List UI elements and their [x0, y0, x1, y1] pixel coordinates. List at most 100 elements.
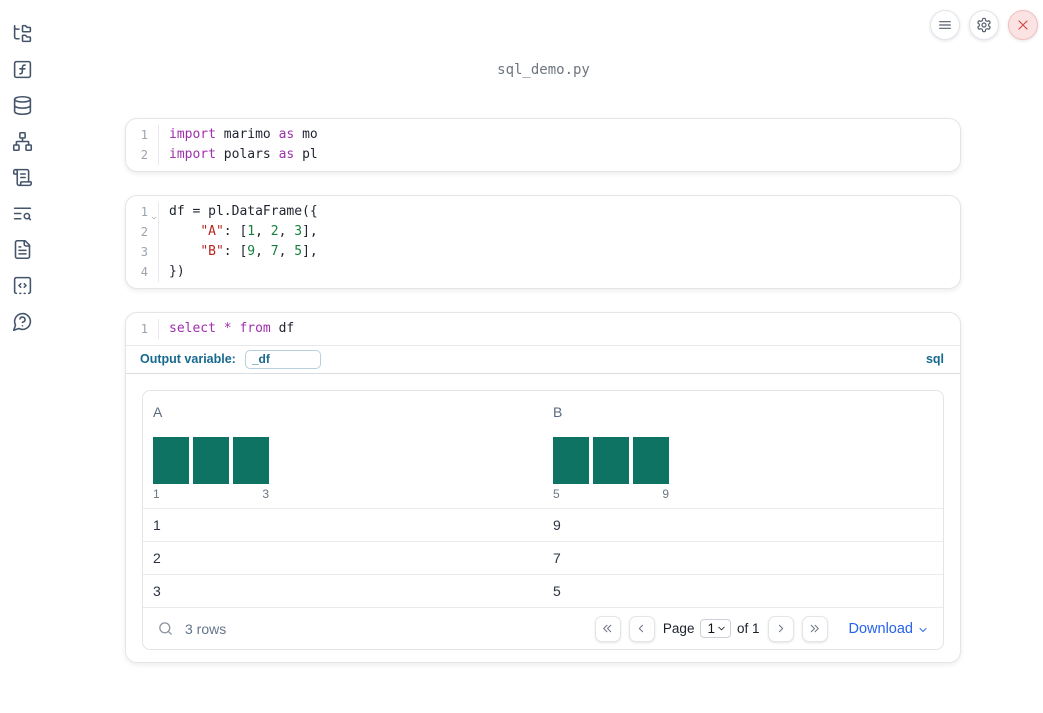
histogram-bar	[193, 437, 229, 484]
code-text: df = pl.DataFrame({	[159, 202, 318, 222]
help-chat-icon	[12, 311, 33, 332]
code-token: ,	[278, 244, 295, 259]
notebook-cell-1: 1 import marimo as mo 2 import polars as pl	[125, 118, 961, 172]
page-select-value: 1	[707, 621, 715, 636]
file-tree-icon	[12, 23, 33, 44]
notebook-cell-2: 1 df = pl.DataFrame({2 "A": [1, 2, 3], 3 "…	[125, 195, 961, 289]
pagination: Page 1 of 1	[594, 615, 828, 642]
chevron-down-icon	[917, 622, 929, 636]
function-square-icon	[12, 59, 33, 80]
next-page-button[interactable]	[767, 615, 794, 642]
code-token: 3	[294, 224, 303, 239]
sql-meta-row: Output variable: sql	[126, 345, 960, 373]
code-token: 5	[294, 244, 303, 259]
last-page-button[interactable]	[801, 615, 828, 642]
line-number-text: 2	[140, 225, 148, 239]
code-token: marimo	[215, 127, 279, 142]
sidebar-item-search-logs[interactable]	[11, 202, 33, 224]
code-line: 1 import marimo as mo	[126, 125, 960, 145]
sidebar-item-snippets[interactable]	[11, 274, 33, 296]
code-token: 9	[247, 244, 256, 259]
search-button[interactable]	[157, 620, 174, 637]
code-token: import	[169, 127, 216, 142]
fold-chevron-down-icon[interactable]	[150, 208, 158, 228]
document-icon	[12, 239, 33, 260]
line-number: 1	[126, 319, 159, 339]
output-variable-input[interactable]	[244, 349, 321, 369]
code-token: df = pl.DataFrame({	[169, 204, 318, 219]
table-cell: 3	[153, 583, 161, 599]
line-number: 2	[126, 222, 159, 242]
code-line: 2 import polars as pl	[126, 145, 960, 165]
histogram-bar	[553, 437, 589, 484]
code-token: ,	[255, 244, 271, 259]
table-cell: 7	[553, 550, 561, 566]
download-label: Download	[848, 620, 914, 637]
code-snippet-icon	[12, 275, 33, 296]
code-token: "A"	[200, 224, 224, 239]
histogram-max-label: 3	[262, 487, 269, 501]
sidebar-item-datasources[interactable]	[11, 94, 33, 116]
page-select[interactable]: 1	[700, 619, 731, 638]
sidebar-item-documentation[interactable]	[11, 238, 33, 260]
column-name: B	[553, 404, 563, 420]
table-footer: 3 rows Page 1 of 1 Download	[143, 607, 943, 649]
code-token: as	[278, 127, 295, 142]
code-token: select	[169, 321, 216, 336]
code-token: mo	[294, 127, 318, 142]
first-page-button[interactable]	[594, 615, 621, 642]
code-token: from	[239, 321, 271, 336]
code-token: 7	[270, 244, 279, 259]
close-button[interactable]	[1008, 10, 1038, 40]
code-token: *	[223, 321, 232, 336]
code-editor[interactable]: 1 select * from df	[126, 313, 960, 345]
settings-button[interactable]	[969, 10, 999, 40]
code-line: 4})	[126, 262, 960, 282]
code-token: as	[278, 147, 295, 162]
download-button[interactable]: Download	[849, 621, 930, 637]
line-number-text: 1	[140, 205, 148, 219]
sidebar-item-dependencies[interactable]	[11, 130, 33, 152]
line-number-text: 2	[140, 148, 148, 162]
table-cell: 2	[153, 550, 161, 566]
row-count: 3 rows	[185, 620, 227, 637]
output-variable-label: Output variable:	[140, 352, 236, 366]
line-number: 1	[126, 202, 159, 222]
database-icon	[12, 95, 33, 116]
code-token: pl	[294, 147, 318, 162]
chevron-down-icon	[716, 623, 727, 634]
line-number: 2	[126, 145, 159, 165]
code-editor[interactable]: 1 import marimo as mo 2 import polars as pl	[126, 119, 960, 171]
histogram-min-label: 1	[153, 487, 160, 501]
code-token	[169, 244, 200, 259]
histogram-bars	[153, 437, 269, 484]
code-editor[interactable]: 1 df = pl.DataFrame({2 "A": [1, 2, 3], 3 "…	[126, 196, 960, 288]
code-token	[216, 321, 224, 336]
histogram-bar	[153, 437, 189, 484]
line-number: 1	[126, 125, 159, 145]
sidebar-item-help[interactable]	[11, 310, 33, 332]
menu-button[interactable]	[930, 10, 960, 40]
histogram-bar	[633, 437, 669, 484]
sidebar-item-logs[interactable]	[11, 166, 33, 188]
code-token: "B"	[200, 244, 224, 259]
topbar	[930, 10, 1038, 40]
previous-page-button[interactable]	[628, 615, 655, 642]
close-icon	[1015, 17, 1031, 33]
line-number-text: 1	[140, 322, 148, 336]
sidebar-item-file-explorer[interactable]	[11, 22, 33, 44]
code-token: polars	[215, 147, 279, 162]
code-token: ,	[255, 224, 271, 239]
code-line: 1 df = pl.DataFrame({	[126, 202, 960, 222]
sidebar-item-variables[interactable]	[11, 58, 33, 80]
